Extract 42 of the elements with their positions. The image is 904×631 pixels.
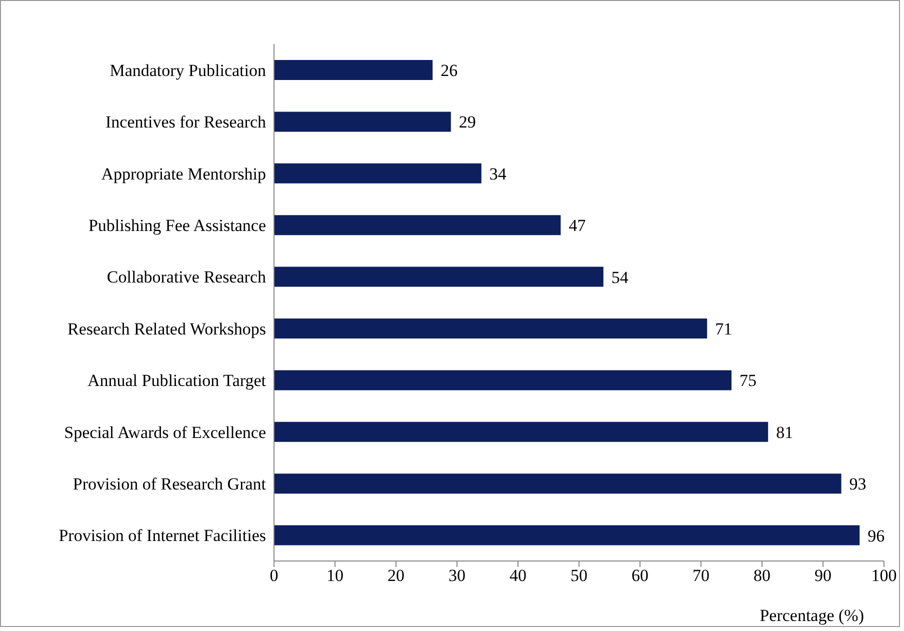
data-label: 29	[458, 112, 476, 132]
x-tick-label: 100	[871, 566, 897, 586]
y-tick-label: Publishing Fee Assistance	[88, 216, 266, 235]
x-tick-label: 80	[754, 566, 770, 586]
x-tick-label: 10	[326, 566, 344, 586]
data-label: 26	[440, 61, 458, 80]
x-tick-label: 30	[448, 566, 466, 586]
data-label: 93	[849, 474, 866, 494]
x-tick-label: 60	[632, 566, 648, 586]
bar	[274, 163, 482, 184]
x-tick-label: 20	[388, 566, 404, 586]
y-tick-label: Provision of Research Grant	[72, 474, 266, 494]
data-label: 81	[776, 422, 794, 442]
data-label: 47	[568, 216, 586, 236]
y-tick-label: Incentives for Research	[106, 112, 266, 132]
data-label: 96	[868, 526, 885, 546]
y-tick-label: Mandatory Publication	[110, 60, 266, 80]
x-tick-label: 40	[510, 566, 526, 586]
y-tick-label: Research Related Workshops	[68, 319, 266, 338]
y-tick-label: Annual Publication Target	[87, 371, 266, 390]
y-tick-label: Appropriate Mentorship	[101, 164, 266, 184]
data-label: 75	[740, 371, 756, 390]
bar	[274, 422, 768, 442]
bar	[274, 474, 842, 494]
bar	[274, 266, 604, 287]
bar	[274, 525, 860, 546]
bar	[274, 112, 451, 132]
bar	[274, 215, 561, 236]
bar	[274, 60, 433, 80]
y-tick-label: Special Awards of Excellence	[64, 422, 266, 442]
bar	[274, 318, 708, 338]
data-label: 34	[489, 164, 507, 184]
x-tick-label: 50	[570, 566, 588, 586]
x-tick-label: 0	[270, 566, 278, 586]
bar	[274, 370, 732, 390]
data-label: 54	[611, 268, 629, 287]
x-axis-title: Percentage (%)	[760, 606, 864, 625]
data-label: 71	[715, 320, 732, 339]
y-tick-label: Provision of Internet Facilities	[58, 526, 266, 546]
y-tick-label: Collaborative Research	[106, 268, 266, 287]
x-tick-label: 70	[692, 566, 710, 586]
x-tick-label: 90	[814, 566, 832, 586]
